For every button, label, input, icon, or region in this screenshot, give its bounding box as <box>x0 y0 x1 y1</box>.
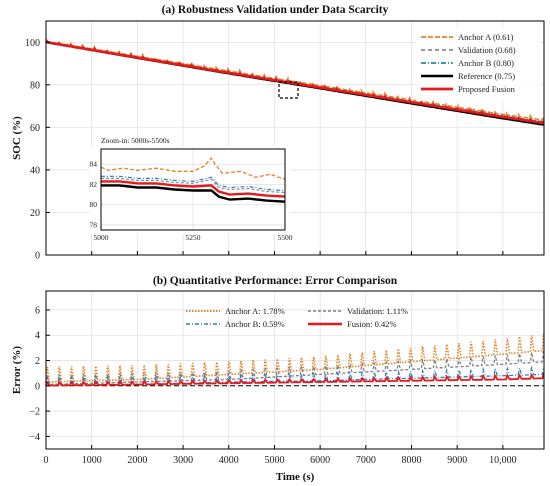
panel-b-y-ticks: −4 −2 0 2 4 6 <box>29 305 50 443</box>
panel-b-x-tick-label: 5000 <box>264 455 284 466</box>
legend-a-label-anchor-b: Anchor B (0.80) <box>458 58 514 68</box>
panel-b-x-tick-label: 9000 <box>447 455 467 466</box>
panel-b-x-tick-label: 1000 <box>82 455 102 466</box>
inset-y-tick-label: 82 <box>90 180 98 189</box>
inset-series-anchor-a <box>100 157 286 181</box>
legend-b-label-anchor-a: Anchor A: 1.78% <box>225 306 285 316</box>
panel-b-y-tick-label: 4 <box>35 331 40 342</box>
panel-a-legend: Anchor A (0.61) Validation (0.68) Anchor… <box>416 27 540 101</box>
inset-x-tick-label: 5500 <box>278 233 293 242</box>
inset-y-tick-label: 80 <box>90 200 98 209</box>
inset-series-reference <box>101 184 286 203</box>
panel-a-y-label: SOC (%) <box>11 116 23 160</box>
panel-b-x-tick-label: 6000 <box>310 455 330 466</box>
panel-b-x-tick-label: 7000 <box>356 455 376 466</box>
panel-b-y-label: Error (%) <box>11 346 23 394</box>
panel-a-frame <box>45 20 545 256</box>
panel-a-y-tick-label: 0 <box>35 251 40 262</box>
legend-a-label-reference: Reference (0.75) <box>458 71 515 81</box>
panel-b-y-tick-label: 2 <box>35 356 40 367</box>
panel-b-frame <box>45 290 545 450</box>
panel-b-series-fusion-0-42 <box>45 372 545 387</box>
panel-b-series-anchor-a-1-78 <box>45 333 545 383</box>
inset-y-tick-label: 78 <box>90 220 98 229</box>
panel-a-y-tick-label: 40 <box>30 165 40 176</box>
panel-b-grid <box>45 291 544 449</box>
panel-a-title: (a) Robustness Validation under Data Sca… <box>162 4 389 16</box>
panel-b-y-tick-label: 6 <box>35 305 40 316</box>
legend-a-label-anchor-a: Anchor A (0.61) <box>458 32 514 42</box>
panel-b-series-validation-1-11 <box>45 350 545 386</box>
legend-a-label-validation: Validation (0.68) <box>458 45 516 55</box>
panel-b-y-tick-label: −2 <box>29 407 40 418</box>
panel-b-x-tick-label: 2000 <box>127 455 147 466</box>
zoom-region-marker <box>278 81 299 99</box>
legend-b-label-anchor-b: Anchor B: 0.59% <box>225 319 285 329</box>
panel-b-x-tick-label: 3000 <box>173 455 193 466</box>
legend-a-label-fusion: Proposed Fusion <box>458 84 516 94</box>
inset-y-tick-label: 84 <box>90 160 98 169</box>
inset-x-tick-label: 5250 <box>186 233 201 242</box>
panel-b-x-ticks: 0 1000 2000 3000 4000 5000 6000 7000 8000 9000 10,… <box>44 445 517 466</box>
inset-series-validation <box>101 177 286 194</box>
inset-series-fusion <box>101 180 286 198</box>
inset-x-tick-label: 5000 <box>94 233 109 242</box>
panel-b-x-tick-label: 10,000 <box>489 455 517 466</box>
inset-frame <box>100 148 286 231</box>
panel-a-y-tick-label: 20 <box>30 208 40 219</box>
panel-b-x-tick-label: 0 <box>44 455 49 466</box>
panel-b-x-tick-label: 8000 <box>402 455 422 466</box>
panel-b-y-tick-label: −4 <box>29 432 40 443</box>
inset-title: Zoom-in: 5000s-5500s <box>101 136 170 145</box>
zoom-inset: Zoom-in: 5000s-5500s 78 80 82 84 5000 5250 550… <box>89 136 293 242</box>
panel-b-legend: Anchor A: 1.78% Validation: 1.11% Anchor… <box>186 306 408 329</box>
panel-b-series <box>45 333 545 387</box>
panel-a-y-tick-label: 100 <box>25 38 40 49</box>
legend-b-label-fusion: Fusion: 0.42% <box>347 319 397 329</box>
inset-ticks: 78 80 82 84 5000 5250 5500 <box>90 160 293 242</box>
inset-series-anchor-b <box>101 175 286 192</box>
panel-a-y-tick-label: 80 <box>30 80 40 91</box>
panel-b-title: (b) Quantitative Performance: Error Comp… <box>153 275 398 287</box>
legend-b-label-validation: Validation: 1.11% <box>347 306 408 316</box>
panel-b-y-tick-label: 0 <box>35 381 40 392</box>
panel-a-y-tick-label: 60 <box>30 123 40 134</box>
panel-a-y-ticks: 0 20 40 60 80 100 <box>25 38 504 262</box>
inset-series <box>100 157 286 203</box>
panel-a-series <box>45 38 545 126</box>
panel-b-x-tick-label: 4000 <box>219 455 239 466</box>
panel-a-series-proposed-fusion <box>45 39 545 125</box>
panel-b-x-label: Time (s) <box>276 471 315 483</box>
